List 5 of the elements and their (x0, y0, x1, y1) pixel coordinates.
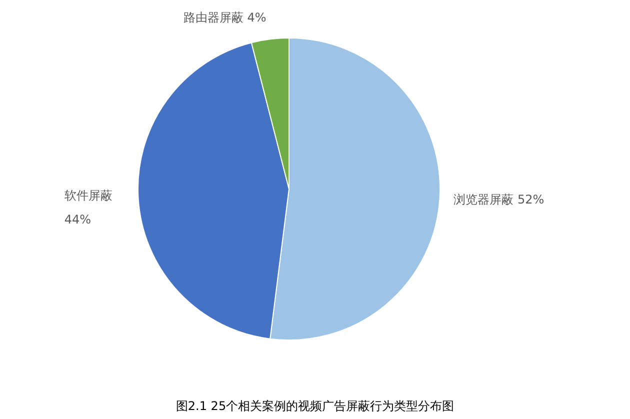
slice-label: 软件屏蔽 (64, 188, 112, 202)
slice-label: 路由器屏蔽 4% (183, 10, 266, 24)
slice-label: 浏览器屏蔽 52% (454, 192, 544, 206)
data-label: 44% (64, 212, 91, 226)
caption: 图2.1 25个相关案例的视频广告屏蔽行为类型分布图 (176, 399, 454, 413)
